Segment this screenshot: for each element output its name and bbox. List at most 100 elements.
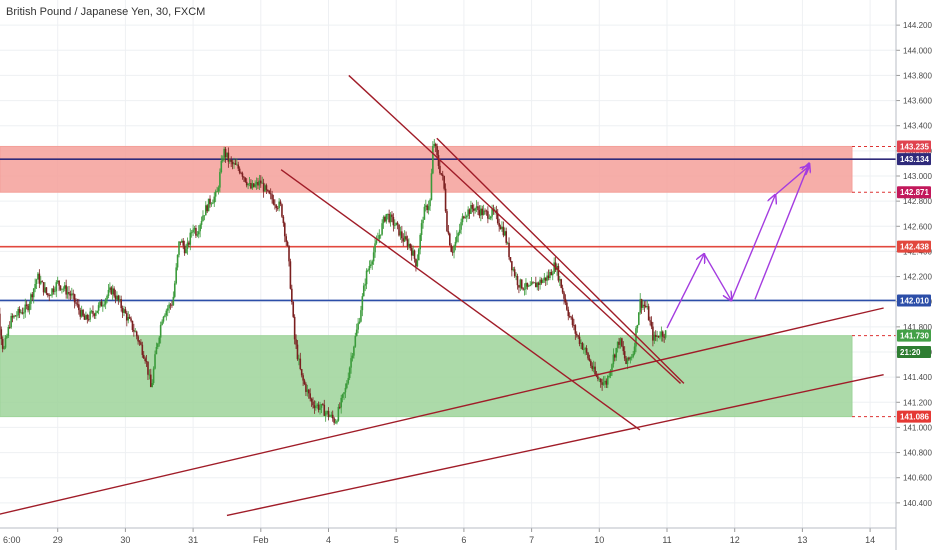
candle-body: [292, 301, 295, 317]
candle-body: [465, 215, 468, 218]
candle-body: [265, 185, 268, 190]
candle-body: [164, 315, 166, 317]
candle-body: [415, 258, 417, 267]
candle-body: [245, 181, 248, 186]
candle-body: [130, 318, 132, 321]
candle-body: [203, 215, 206, 217]
candle-body: [35, 279, 38, 284]
candle-body: [660, 331, 663, 337]
candle-body: [291, 288, 293, 302]
candle-body: [306, 389, 309, 392]
candle-body: [425, 205, 427, 207]
price-zones: [0, 145, 896, 418]
candle-body: [406, 239, 409, 247]
candle-body: [76, 303, 79, 305]
candle-body: [159, 324, 162, 338]
projection-arrow: [666, 254, 704, 329]
candle-body: [127, 316, 130, 321]
candle-body: [324, 412, 327, 416]
candle-body: [456, 236, 458, 242]
candle-body: [18, 309, 21, 313]
candle-body: [398, 224, 400, 236]
candle-body: [275, 205, 278, 208]
candle-body: [537, 282, 540, 285]
candle-body: [255, 182, 258, 185]
candle-body: [23, 312, 25, 314]
candle-body: [158, 337, 161, 344]
candle-body: [302, 375, 304, 381]
candle-body: [639, 299, 642, 313]
candle-body: [331, 414, 334, 419]
candle-body: [481, 208, 484, 216]
candle-body: [530, 282, 533, 286]
candle-body: [419, 234, 421, 250]
candle-body: [32, 288, 35, 298]
candle-body: [131, 320, 134, 330]
candle-body: [591, 365, 594, 370]
candle-body: [250, 183, 252, 189]
candle-body: [79, 310, 82, 317]
candle-body: [581, 342, 584, 350]
candle-body: [399, 231, 402, 236]
support-zone: [0, 335, 853, 418]
candle-body: [133, 329, 135, 332]
candle-body: [516, 275, 519, 286]
resistance-zone: [0, 145, 853, 193]
candle-body: [649, 320, 651, 322]
candle-body: [90, 310, 93, 312]
candle-body: [212, 202, 214, 204]
candle-body: [381, 223, 383, 235]
y-tick-label: 141.800: [903, 323, 932, 332]
candle-body: [228, 159, 231, 162]
time-axis: 6:00 29 30 31 Feb 4 5 6 7 10 11 12 13 14: [0, 527, 896, 545]
candle-body: [590, 360, 592, 366]
candle-body: [621, 338, 623, 347]
chart-title: British Pound / Japanese Yen, 30, FXCM: [6, 6, 206, 18]
candle-body: [1, 339, 4, 349]
candle-body: [116, 295, 118, 300]
candle-body: [374, 243, 376, 253]
candle-body: [605, 380, 608, 385]
candle-body: [487, 211, 489, 219]
candle-body: [54, 291, 56, 293]
candle-body: [539, 279, 541, 285]
candle-body: [488, 218, 491, 220]
candle-body: [578, 336, 581, 344]
candle-body: [80, 309, 83, 317]
candle-body: [248, 183, 251, 184]
candle-body: [41, 281, 43, 283]
price-label: 141.086: [900, 413, 929, 422]
candle-body: [554, 262, 557, 270]
candle-body: [220, 160, 223, 173]
trendline: [348, 74, 682, 384]
candle-body: [197, 231, 200, 235]
candle-body: [183, 245, 186, 254]
candle-body: [547, 275, 550, 278]
candle-body: [188, 242, 190, 245]
candle-body: [520, 279, 523, 289]
candle-body: [55, 282, 58, 292]
price-label: 143.134: [900, 155, 929, 164]
candle-body: [477, 206, 479, 211]
candle-body: [85, 314, 87, 320]
candle-body: [192, 229, 194, 233]
candle-body: [285, 236, 287, 242]
candle-body: [10, 315, 12, 328]
candle-body: [293, 316, 296, 340]
candle-body: [30, 294, 32, 304]
candle-body: [436, 146, 438, 156]
candle-body: [405, 236, 407, 240]
candle-body: [529, 285, 531, 287]
candle-body: [566, 302, 568, 310]
candle-body: [360, 310, 362, 322]
candle-body: [557, 265, 560, 281]
candle-body: [365, 270, 368, 285]
candle-body: [118, 299, 121, 301]
candle-body: [611, 364, 613, 371]
candle-body: [630, 356, 633, 358]
price-label-bg: [897, 186, 931, 199]
candle-body: [107, 289, 110, 296]
candle-body: [623, 351, 626, 359]
